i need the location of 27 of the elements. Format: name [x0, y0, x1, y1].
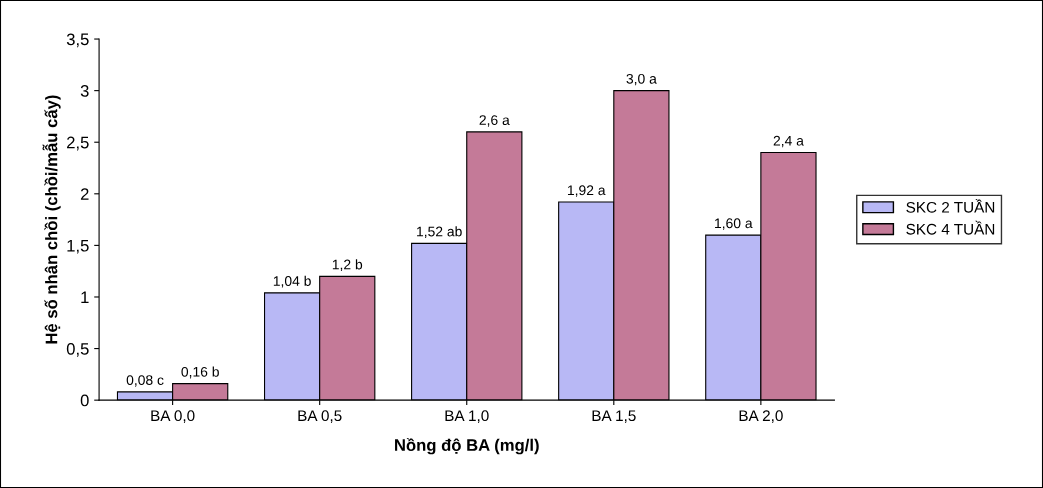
data-label: 0,16 b — [181, 366, 219, 379]
x-tick-label: BA 0,0 — [151, 410, 195, 423]
y-tick-label: 3,5 — [66, 33, 89, 48]
data-label: 1,04 b — [273, 275, 311, 288]
data-label: 0,08 c — [126, 375, 164, 387]
y-tick-label: 3 — [80, 85, 89, 97]
data-label: 1,52 ab — [417, 226, 462, 239]
y-tick-label: 1 — [81, 291, 89, 304]
x-axis-title: Nồng độ BA (mg/l) — [395, 438, 539, 455]
data-label: 1,60 a — [715, 218, 753, 230]
data-label: 3,0 a — [626, 73, 657, 86]
legend-label: SKC 4 TUẦN — [906, 220, 995, 235]
y-tick-label: 0,5 — [66, 342, 89, 357]
data-label: 2,6 a — [479, 115, 510, 127]
y-tick-label: 0 — [80, 394, 89, 407]
y-tick-label: 1,5 — [67, 239, 89, 254]
x-tick-label: BA 2,0 — [739, 410, 783, 423]
data-label: 1,2 b — [332, 259, 363, 272]
data-label: 1,92 a — [567, 185, 606, 197]
y-tick-label: 2 — [80, 188, 89, 200]
y-axis-title: Hệ số nhân chồi (chồi/mẫu cấy) — [42, 95, 61, 344]
x-tick-label: BA 0,5 — [298, 410, 342, 423]
x-tick-label: BA 1,5 — [592, 410, 636, 423]
x-tick-label: BA 1,0 — [445, 410, 489, 423]
data-label: 2,4 a — [773, 135, 804, 148]
y-tick-label: 2,5 — [67, 136, 89, 151]
legend-label: SKC 2 TUẦN — [906, 198, 995, 213]
